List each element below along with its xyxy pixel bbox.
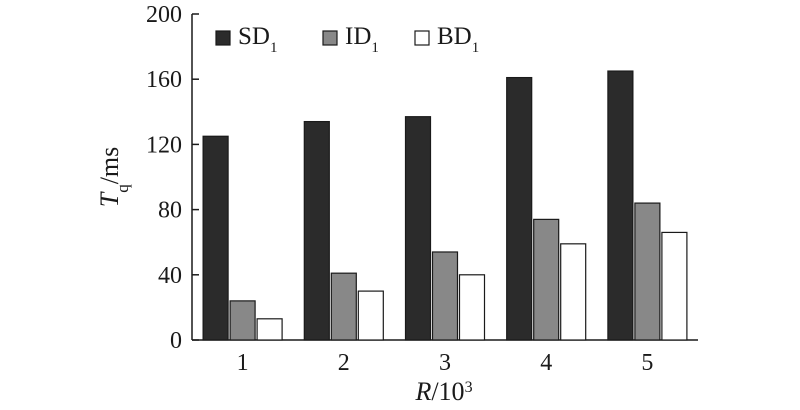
y-tick-label: 80 <box>158 198 182 224</box>
bar-sd-2 <box>303 120 330 341</box>
y-tick-label: 160 <box>146 67 182 93</box>
bar-sd-1 <box>202 135 229 341</box>
bar-id-3 <box>431 251 459 341</box>
x-tick-label: 3 <box>439 350 451 376</box>
x-tick-label: 4 <box>540 350 552 376</box>
x-axis-title: R/103 <box>414 377 472 406</box>
bar-sd-3 <box>404 116 432 341</box>
legend-swatch-bd <box>414 30 430 46</box>
y-tick-label: 0 <box>170 328 182 354</box>
bar-sd-4 <box>506 76 533 341</box>
bar-bd-4 <box>560 243 587 341</box>
bar-sd-5 <box>607 70 634 341</box>
x-tick-label: 5 <box>641 350 653 376</box>
bar-id-1 <box>229 300 256 341</box>
bar-id-4 <box>533 218 560 341</box>
bars <box>202 70 688 341</box>
y-axis-title: Tq/ms <box>95 147 132 208</box>
legend-swatch-id <box>322 30 338 46</box>
bar-id-5 <box>634 202 661 341</box>
legend-label-id: ID1 <box>345 23 379 56</box>
y-tick-label: 200 <box>146 2 182 28</box>
bar-bd-2 <box>357 290 384 341</box>
legend: SD1 ID1 BD1 <box>215 23 479 56</box>
axes: 0 40 80 120 160 200 1 2 3 4 5 <box>146 2 698 376</box>
y-tick-label: 40 <box>158 263 182 289</box>
x-tick-label: 2 <box>338 350 350 376</box>
y-tick-label: 120 <box>146 132 182 158</box>
bar-bd-3 <box>458 274 486 341</box>
legend-swatch-sd <box>215 30 231 46</box>
legend-label-sd: SD1 <box>238 23 277 56</box>
bar-bd-5 <box>661 231 688 341</box>
bar-id-2 <box>330 272 357 341</box>
x-tick-label: 1 <box>237 350 249 376</box>
legend-label-bd: BD1 <box>437 23 479 56</box>
bar-bd-1 <box>256 318 283 341</box>
